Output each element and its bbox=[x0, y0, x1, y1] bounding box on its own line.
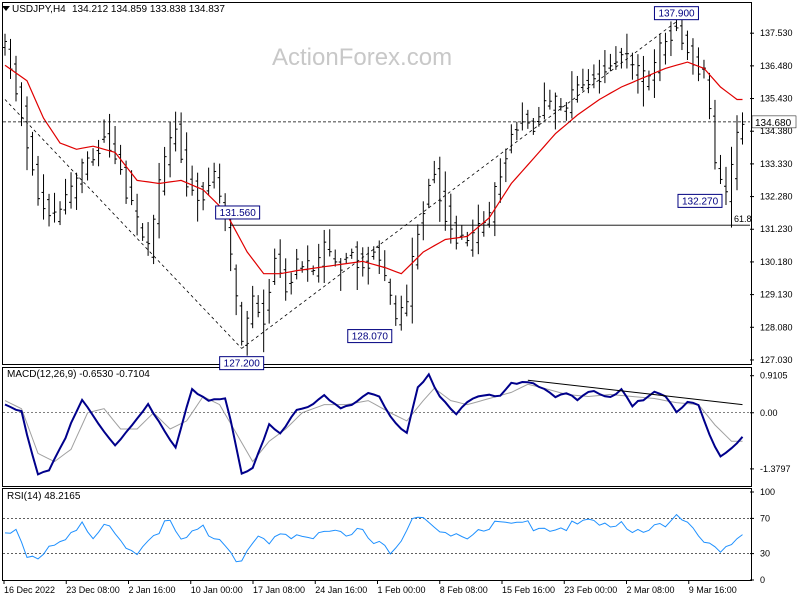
rsi-line bbox=[4, 513, 743, 563]
time-axis-label: 16 Dec 2022 bbox=[4, 585, 55, 595]
rsi-header: RSI(14) 48.2165 bbox=[7, 491, 81, 502]
rsi-axis-label: 70 bbox=[760, 513, 770, 523]
swing-label-box bbox=[215, 205, 261, 220]
price-axis-label: 131.230 bbox=[760, 224, 793, 234]
channel-line-up bbox=[241, 21, 677, 349]
time-axis-label: 15 Feb 16:00 bbox=[502, 585, 555, 595]
macd-panel-frame bbox=[2, 367, 752, 487]
time-axis-label: 17 Jan 08:00 bbox=[253, 585, 305, 595]
price-axis-label: 135.430 bbox=[760, 94, 793, 104]
watermark: ActionForex.com bbox=[272, 44, 453, 71]
swing-label-box bbox=[347, 329, 393, 344]
swing-label-box bbox=[653, 6, 699, 21]
price-axis-label: 136.480 bbox=[760, 61, 793, 71]
time-axis-label: 2 Mar 08:00 bbox=[627, 585, 675, 595]
rsi-axis-label: 0 bbox=[760, 575, 765, 585]
price-axis-label: 137.530 bbox=[760, 28, 793, 38]
price-axis-label: 128.080 bbox=[760, 322, 793, 332]
macd-layer bbox=[3, 372, 750, 476]
macd-axis-label: -1.3797 bbox=[760, 464, 791, 474]
swing-label: 127.200 bbox=[224, 359, 261, 370]
swing-label: 137.900 bbox=[658, 9, 695, 20]
time-axis-label: 24 Jan 16:00 bbox=[315, 585, 367, 595]
price-axis-label: 133.330 bbox=[760, 159, 793, 169]
price-axis-label: 130.180 bbox=[760, 257, 793, 267]
rsi-axis-label: 100 bbox=[760, 487, 775, 497]
price-axis-label: 129.130 bbox=[760, 290, 793, 300]
grid-layer: 137.530 136.480 135.430 134.380 133.330 132.2… bbox=[3, 28, 793, 595]
current-price-box bbox=[751, 115, 797, 129]
macd-header: MACD(12,26,9) -0.6530 -0.7104 bbox=[7, 369, 150, 380]
macd-line bbox=[4, 372, 744, 476]
label-layer: 131.560 127.200 128.070 137.900 132.270 bbox=[215, 6, 723, 371]
macd-axis-label: 0.00 bbox=[760, 408, 778, 418]
symbol-dropdown-icon[interactable] bbox=[2, 6, 10, 11]
rsi-layer bbox=[3, 513, 750, 563]
time-axis-label: 23 Dec 08:00 bbox=[66, 585, 120, 595]
time-axis-label: 8 Feb 08:00 bbox=[440, 585, 488, 595]
macd-axis-label: 0.9105 bbox=[760, 371, 788, 381]
price-layer: 61.8 134.680 bbox=[3, 6, 797, 356]
moving-average-line bbox=[4, 61, 743, 275]
swing-label-box bbox=[219, 356, 265, 371]
swing-label: 128.070 bbox=[352, 332, 389, 343]
ohlc-readout: 134.212 134.859 133.838 134.837 bbox=[72, 4, 225, 15]
swing-label: 132.270 bbox=[682, 196, 719, 207]
price-axis-label: 127.030 bbox=[760, 355, 793, 365]
price-axis-label: 134.380 bbox=[760, 126, 793, 136]
channel-line-down bbox=[4, 99, 242, 349]
rsi-panel-frame bbox=[2, 488, 752, 581]
fib-level-label: 61.8 bbox=[734, 214, 752, 224]
time-axis-label: 9 Mar 16:00 bbox=[689, 585, 737, 595]
current-price-label: 134.680 bbox=[755, 118, 792, 129]
swing-label-box bbox=[677, 193, 723, 208]
swing-label: 131.560 bbox=[220, 208, 257, 219]
time-axis-label: 10 Jan 00:00 bbox=[191, 585, 243, 595]
macd-signal-line bbox=[4, 383, 743, 463]
time-axis-label: 2 Jan 16:00 bbox=[129, 585, 176, 595]
price-axis-label: 132.280 bbox=[760, 192, 793, 202]
price-panel-frame bbox=[2, 2, 752, 365]
symbol-label: USDJPY,H4 bbox=[12, 4, 66, 15]
time-axis-label: 23 Feb 00:00 bbox=[564, 585, 617, 595]
rsi-axis-label: 30 bbox=[760, 549, 770, 559]
time-axis-label: 1 Feb 00:00 bbox=[378, 585, 426, 595]
macd-trendline bbox=[527, 379, 743, 406]
